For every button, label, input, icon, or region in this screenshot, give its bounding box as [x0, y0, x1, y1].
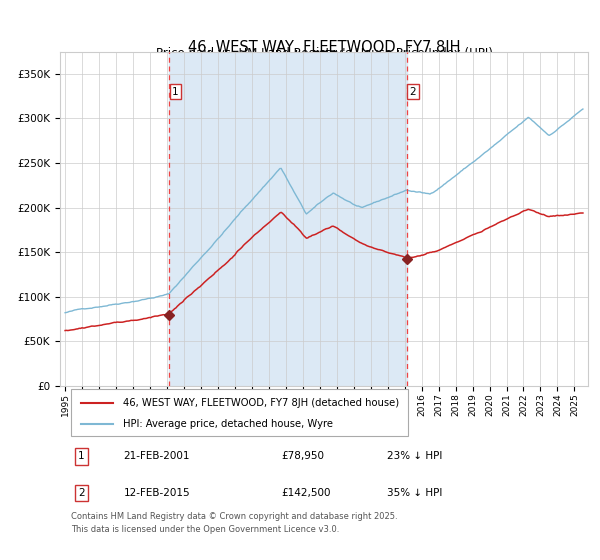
Text: 12-FEB-2015: 12-FEB-2015: [124, 488, 190, 498]
Text: 2: 2: [410, 87, 416, 97]
Text: HPI: Average price, detached house, Wyre: HPI: Average price, detached house, Wyre: [124, 418, 334, 428]
Text: 35% ↓ HPI: 35% ↓ HPI: [388, 488, 443, 498]
FancyBboxPatch shape: [71, 389, 409, 436]
Text: £142,500: £142,500: [282, 488, 331, 498]
Text: 1: 1: [78, 451, 85, 461]
Text: 46, WEST WAY, FLEETWOOD, FY7 8JH: 46, WEST WAY, FLEETWOOD, FY7 8JH: [188, 40, 460, 55]
Text: 23% ↓ HPI: 23% ↓ HPI: [388, 451, 443, 461]
Bar: [169, 52, 407, 386]
Text: 2: 2: [78, 488, 85, 498]
Text: 46, WEST WAY, FLEETWOOD, FY7 8JH (detached house): 46, WEST WAY, FLEETWOOD, FY7 8JH (detach…: [124, 398, 400, 408]
Text: Contains HM Land Registry data © Crown copyright and database right 2025.
This d: Contains HM Land Registry data © Crown c…: [71, 512, 397, 534]
Text: £78,950: £78,950: [282, 451, 325, 461]
Text: 21-FEB-2001: 21-FEB-2001: [124, 451, 190, 461]
Text: Price paid vs. HM Land Registry's House Price Index (HPI): Price paid vs. HM Land Registry's House …: [155, 47, 493, 60]
Text: 1: 1: [172, 87, 179, 97]
